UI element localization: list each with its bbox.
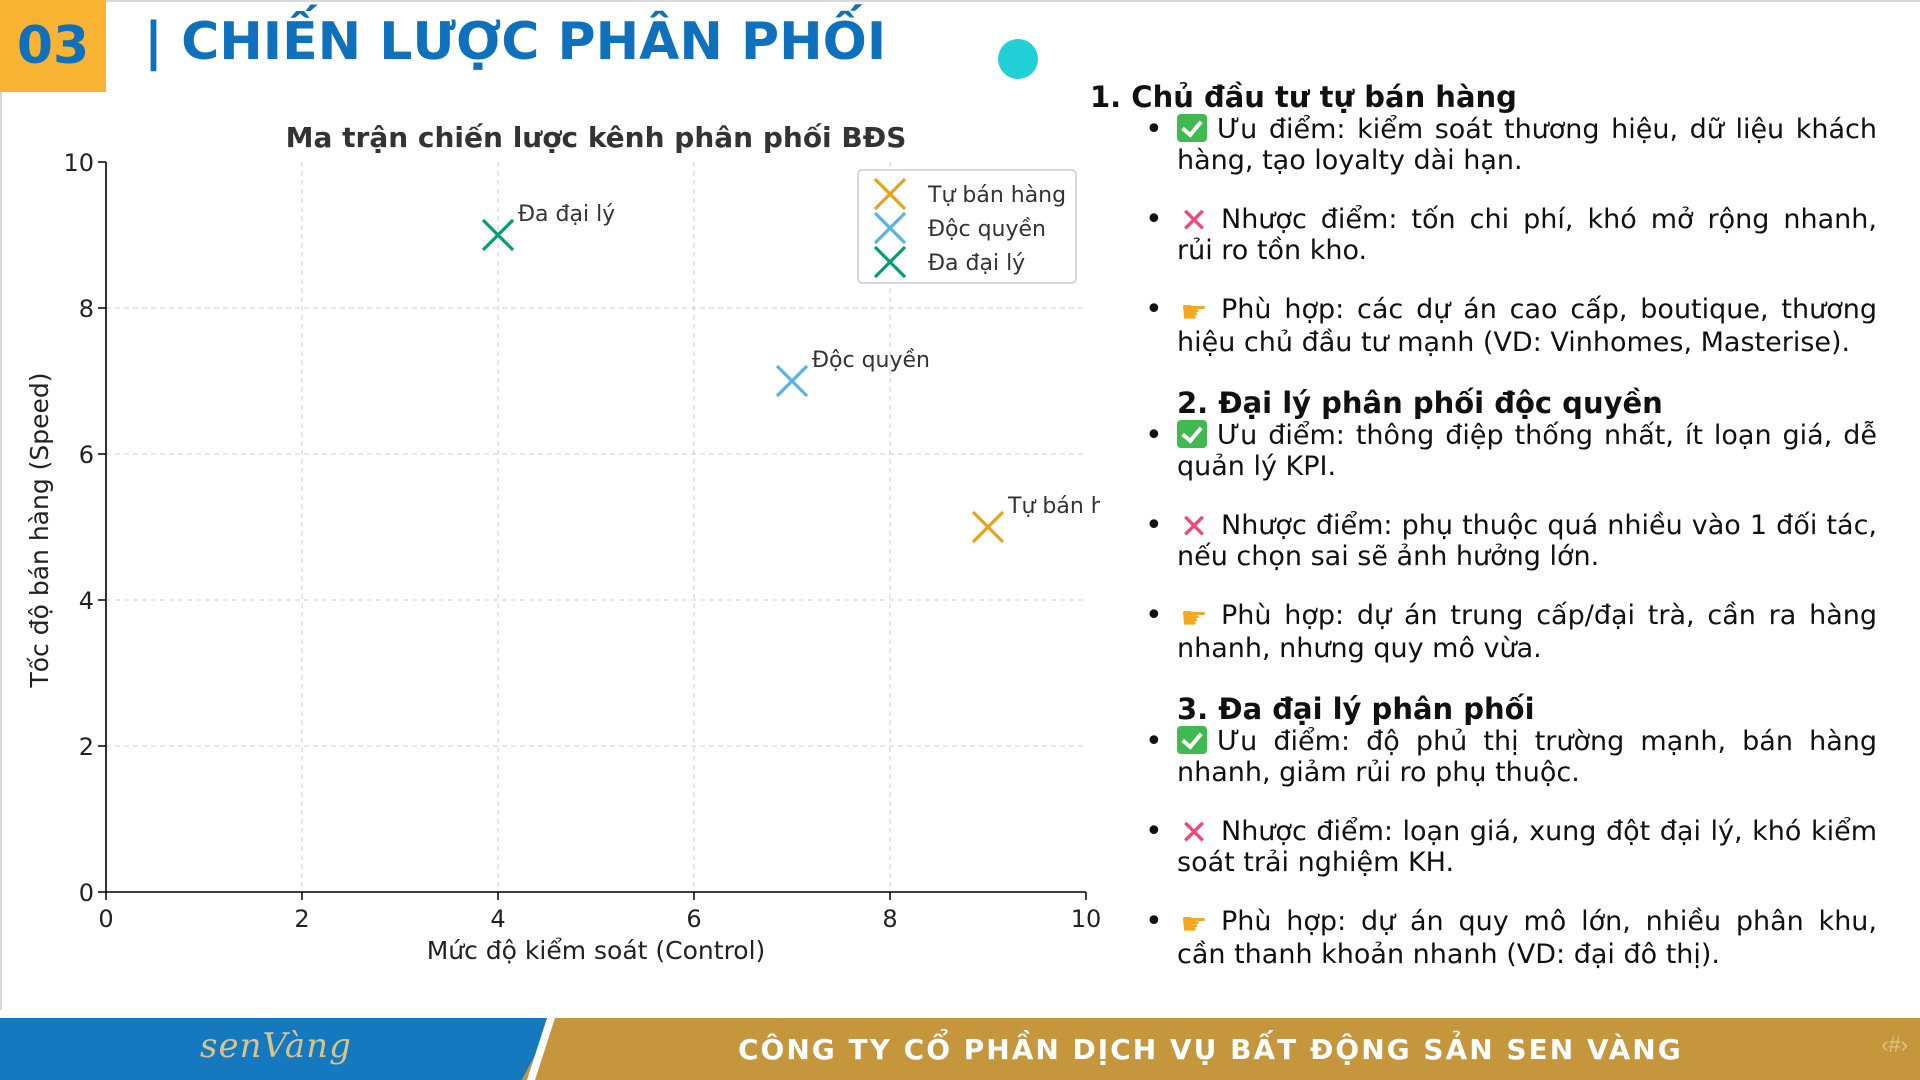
chart-title: Ma trận chiến lược kênh phân phối BĐS — [286, 121, 907, 154]
list-item-text: Nhược điểm: tốn chi phí, khó mở rộng nha… — [1177, 204, 1877, 266]
section-heading: 1. Chủ đầu tư tự bán hàng — [1090, 80, 1517, 114]
legend-entry: Đa đại lý — [928, 251, 1025, 276]
check-icon — [1177, 420, 1207, 448]
x-tick-label: 0 — [98, 905, 113, 933]
y-tick-label: 4 — [79, 587, 94, 615]
list-item: ☛Phù hợp: các dự án cao cấp, boutique, t… — [1145, 294, 1877, 358]
slide-number: 03 — [0, 0, 106, 92]
point-label: Đa đại lý — [518, 202, 615, 227]
top-border — [106, 0, 1920, 2]
slide-title: | CHIẾN LƯỢC PHÂN PHỐI — [144, 12, 887, 72]
list-item: Ưu điểm: kiểm soát thương hiệu, dữ liệu … — [1145, 114, 1877, 176]
x-tick-label: 10 — [1071, 905, 1100, 933]
list-item-text: Nhược điểm: phụ thuộc quá nhiều vào 1 đố… — [1177, 510, 1877, 572]
company-name: CÔNG TY CỔ PHẦN DỊCH VỤ BẤT ĐỘNG SẢN SEN… — [738, 1033, 1683, 1066]
check-icon — [1177, 114, 1207, 142]
y-tick-label: 6 — [79, 441, 94, 469]
strategy-list: 1. Chủ đầu tư tự bán hàngƯu điểm: kiểm s… — [1090, 80, 1877, 998]
list-item-text: Phù hợp: dự án quy mô lớn, nhiều phân kh… — [1177, 906, 1877, 970]
point-label: Tự bán hàng — [1007, 494, 1100, 519]
pointing-hand-icon: ☛ — [1180, 601, 1208, 636]
section-heading: 2. Đại lý phân phối độc quyền — [1177, 386, 1663, 420]
scatter-point — [971, 510, 1005, 544]
pointing-hand-icon: ☛ — [1180, 295, 1208, 330]
check-icon — [1177, 726, 1207, 754]
list-item-text: Ưu điểm: kiểm soát thương hiệu, dữ liệu … — [1177, 114, 1877, 176]
x-tick-label: 4 — [490, 905, 505, 933]
page-number-placeholder: ‹#› — [1881, 1032, 1908, 1057]
section-heading: 3. Đa đại lý phân phối — [1177, 692, 1535, 726]
footer-bar: senVàng CÔNG TY CỔ PHẦN DỊCH VỤ BẤT ĐỘNG… — [0, 1018, 1920, 1080]
section-list: Ưu điểm: thông điệp thống nhất, ít loạn … — [1145, 420, 1877, 664]
scatter-chart: Ma trận chiến lược kênh phân phối BĐS 0 2… — [25, 121, 1100, 965]
company-logo: senVàng — [200, 1026, 352, 1066]
y-tick-label: 0 — [79, 879, 94, 907]
x-tick-label: 6 — [686, 905, 701, 933]
list-item: Ưu điểm: độ phủ thị trường mạnh, bán hàn… — [1145, 726, 1877, 788]
list-item-text: Phù hợp: dự án trung cấp/đại trà, cần ra… — [1177, 600, 1877, 664]
footer-top-gap — [0, 1010, 1920, 1018]
list-item: ✕Nhược điểm: tốn chi phí, khó mở rộng nh… — [1145, 201, 1877, 266]
y-axis-label: Tốc độ bán hàng (Speed) — [25, 372, 54, 688]
x-tick-label: 2 — [294, 905, 309, 933]
footer-separator — [527, 1018, 555, 1080]
legend-marker — [873, 211, 907, 245]
y-tick-label: 2 — [79, 733, 94, 761]
list-item: ☛Phù hợp: dự án trung cấp/đại trà, cần r… — [1145, 600, 1877, 664]
legend-entry: Tự bán hàng — [927, 183, 1066, 208]
section-list: Ưu điểm: kiểm soát thương hiệu, dữ liệu … — [1145, 114, 1877, 358]
point-label: Độc quyền — [812, 348, 930, 373]
legend-box — [857, 169, 1077, 284]
list-item-text: Ưu điểm: thông điệp thống nhất, ít loạn … — [1177, 420, 1877, 482]
y-tick-label: 8 — [79, 295, 94, 323]
list-item-text: Phù hợp: các dự án cao cấp, boutique, th… — [1177, 294, 1877, 358]
footer-blue-panel — [0, 1018, 555, 1080]
cross-icon: ✕ — [1179, 813, 1209, 853]
left-border — [0, 92, 2, 1020]
data-points: Tự bán hàng Độc quyền Đa đại lý — [481, 202, 1100, 544]
y-tick-label: 10 — [63, 149, 94, 177]
scatter-point — [481, 218, 515, 252]
list-item: ☛Phù hợp: dự án quy mô lớn, nhiều phân k… — [1145, 906, 1877, 970]
list-item: ✕Nhược điểm: phụ thuộc quá nhiều vào 1 đ… — [1145, 507, 1877, 572]
list-item-text: Nhược điểm: loạn giá, xung đột đại lý, k… — [1177, 816, 1877, 878]
decorative-dot — [998, 39, 1038, 79]
legend-marker — [873, 245, 907, 279]
axes — [105, 162, 1086, 893]
pointing-hand-icon: ☛ — [1180, 907, 1208, 942]
legend-entry: Độc quyền — [928, 217, 1046, 242]
list-item: Ưu điểm: thông điệp thống nhất, ít loạn … — [1145, 420, 1877, 482]
grid-lines — [106, 162, 1086, 892]
legend: Tự bán hàng Độc quyền Đa đại lý — [857, 169, 1077, 284]
x-axis-label: Mức độ kiểm soát (Control) — [427, 936, 766, 965]
section-list: Ưu điểm: độ phủ thị trường mạnh, bán hàn… — [1145, 726, 1877, 970]
list-item: ✕Nhược điểm: loạn giá, xung đột đại lý, … — [1145, 813, 1877, 878]
tick-labels: 0 2 4 6 8 10 0 2 4 6 8 10 — [63, 149, 1100, 933]
cross-icon: ✕ — [1179, 507, 1209, 547]
x-tick-label: 8 — [882, 905, 897, 933]
legend-marker — [873, 177, 907, 211]
list-item-text: Ưu điểm: độ phủ thị trường mạnh, bán hàn… — [1177, 726, 1877, 788]
cross-icon: ✕ — [1179, 201, 1209, 241]
scatter-point — [775, 364, 809, 398]
